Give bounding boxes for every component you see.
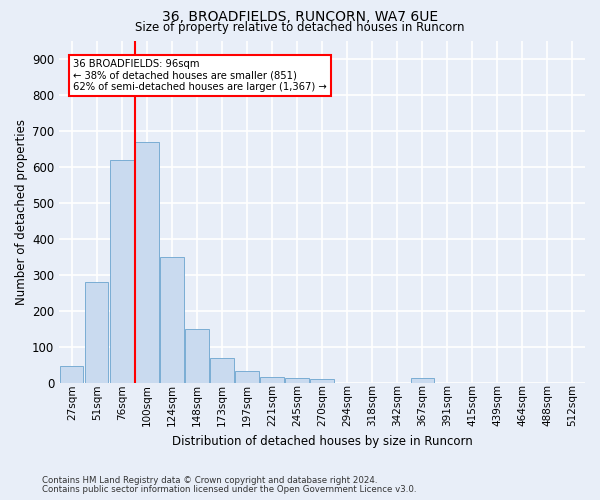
Bar <box>60 366 83 382</box>
Bar <box>185 328 209 382</box>
Text: Contains HM Land Registry data © Crown copyright and database right 2024.: Contains HM Land Registry data © Crown c… <box>42 476 377 485</box>
Y-axis label: Number of detached properties: Number of detached properties <box>15 119 28 305</box>
Bar <box>211 358 233 382</box>
Bar <box>135 142 158 382</box>
X-axis label: Distribution of detached houses by size in Runcorn: Distribution of detached houses by size … <box>172 434 473 448</box>
Bar <box>235 371 259 382</box>
Bar <box>160 258 184 382</box>
Text: 36, BROADFIELDS, RUNCORN, WA7 6UE: 36, BROADFIELDS, RUNCORN, WA7 6UE <box>162 10 438 24</box>
Bar <box>310 379 334 382</box>
Bar <box>286 378 309 382</box>
Text: Size of property relative to detached houses in Runcorn: Size of property relative to detached ho… <box>135 21 465 34</box>
Bar <box>260 376 284 382</box>
Text: Contains public sector information licensed under the Open Government Licence v3: Contains public sector information licen… <box>42 484 416 494</box>
Bar <box>85 282 109 382</box>
Bar <box>110 160 134 382</box>
Text: 36 BROADFIELDS: 96sqm
← 38% of detached houses are smaller (851)
62% of semi-det: 36 BROADFIELDS: 96sqm ← 38% of detached … <box>73 59 327 92</box>
Bar <box>410 378 434 382</box>
